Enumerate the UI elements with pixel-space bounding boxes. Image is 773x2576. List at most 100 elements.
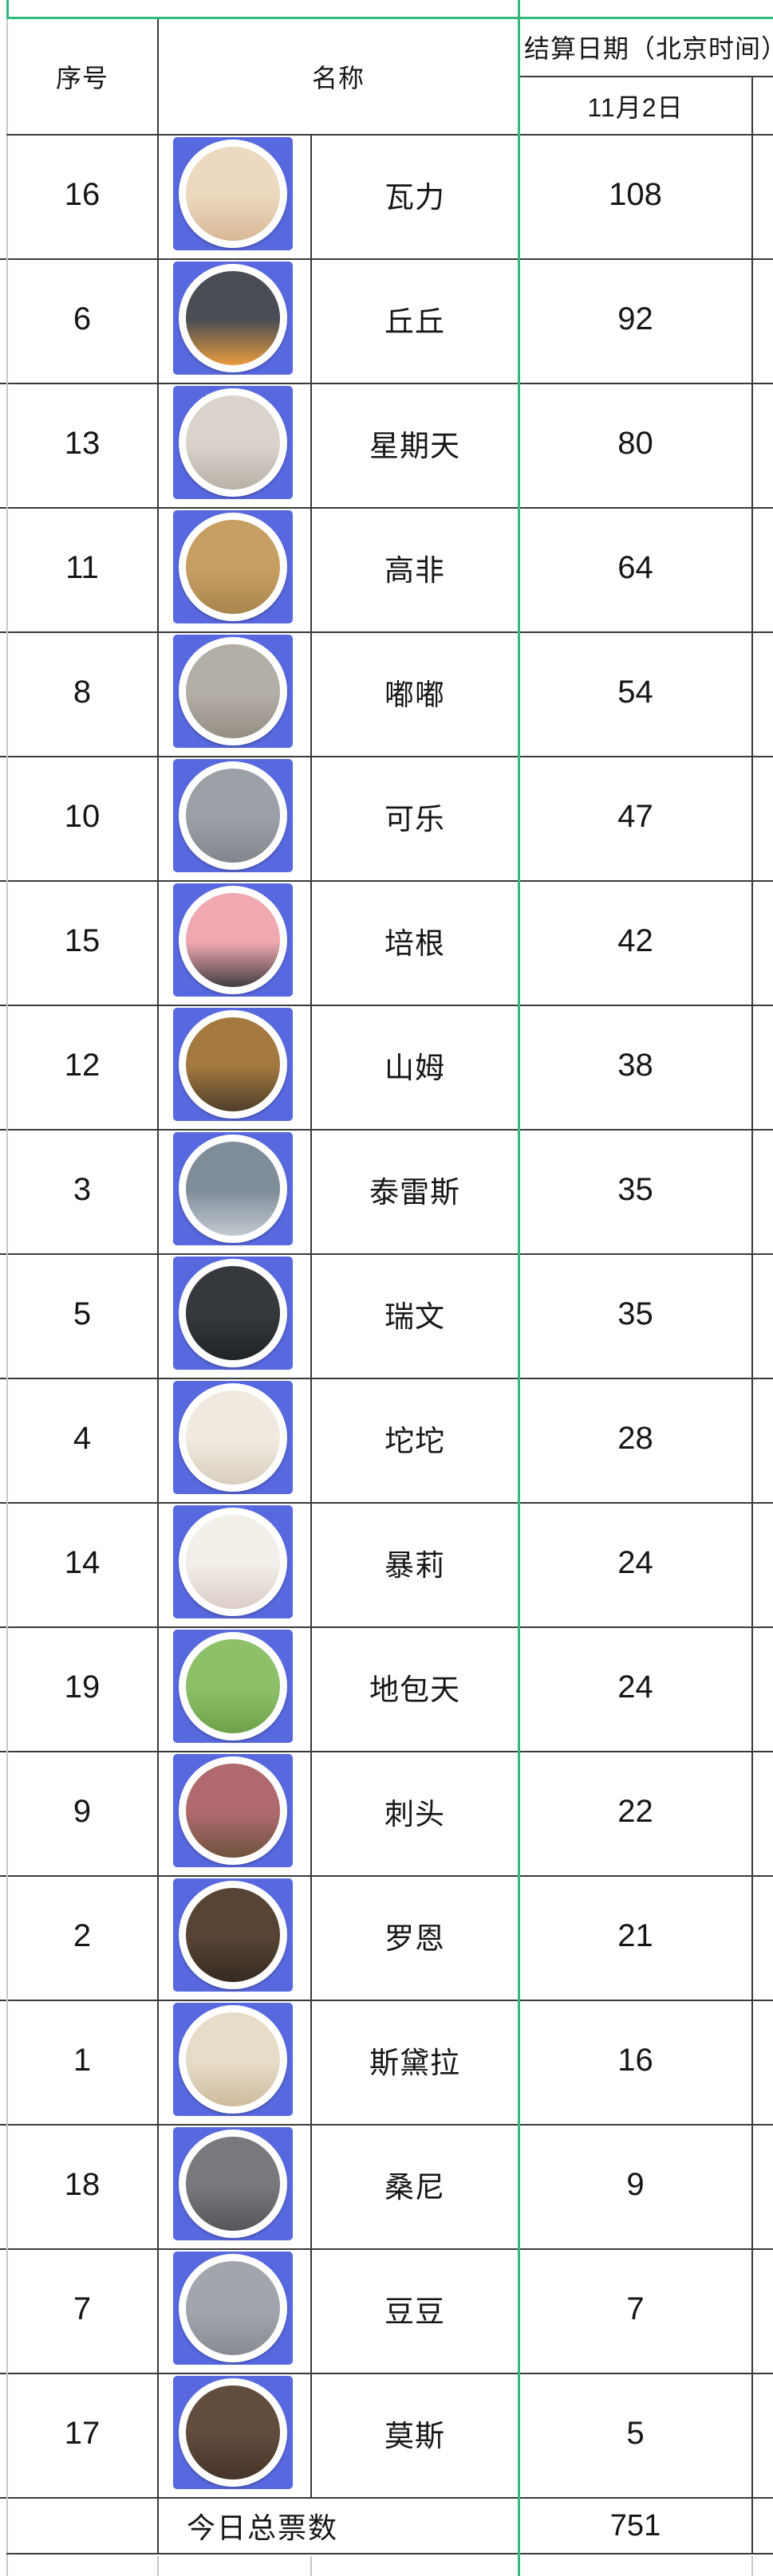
avatar-cell[interactable] [173,1505,293,1618]
rottweiler-avatar [179,1881,287,1989]
column-border-date-next [751,76,753,2554]
votes-cell[interactable]: 92 [617,301,653,336]
name-cell[interactable]: 山姆 [385,1052,445,1084]
avatar-cell[interactable] [173,137,293,250]
table-row: 3 泰雷斯 35 [0,1131,773,1255]
table-row: 17 莫斯 5 [0,2374,773,2499]
avatar-cell[interactable] [173,2376,293,2489]
serial-cell[interactable]: 3 [73,1171,92,1207]
name-cell[interactable]: 刺头 [385,1798,445,1831]
avatar-cell[interactable] [173,1630,293,1743]
table-row: 10 可乐 47 [0,757,773,882]
votes-cell[interactable]: 9 [626,2166,645,2202]
serial-cell[interactable]: 6 [73,301,92,336]
selection-border-left-of-date-column [518,0,520,2576]
avatar-cell[interactable] [173,2003,293,2116]
serial-cell[interactable]: 4 [73,1420,92,1456]
votes-cell[interactable]: 7 [626,2291,645,2326]
name-cell[interactable]: 莫斯 [385,2420,445,2452]
avatar-cell[interactable] [173,386,293,499]
serial-cell[interactable]: 16 [64,176,101,212]
name-cell[interactable]: 斯黛拉 [369,2047,460,2079]
serial-cell[interactable]: 1 [73,2042,92,2078]
votes-cell[interactable]: 108 [609,176,662,212]
name-cell[interactable]: 豆豆 [385,2295,445,2328]
votes-cell[interactable]: 24 [617,1669,653,1705]
serial-cell[interactable]: 10 [64,798,101,834]
column-border-serial-name [157,18,159,2554]
header-cell-serial[interactable]: 序号 [55,64,108,92]
serial-cell[interactable]: 9 [73,1793,92,1829]
table-left-gridline [6,18,8,2576]
avatar-cell[interactable] [173,2127,293,2240]
avatar-cell[interactable] [173,759,293,872]
name-cell[interactable]: 星期天 [369,430,460,462]
votes-cell[interactable]: 35 [617,1171,653,1207]
total-row-bottom-border [6,2553,773,2554]
serial-cell[interactable]: 15 [64,922,101,958]
avatar-cell[interactable] [173,1257,293,1370]
name-cell[interactable]: 瓦力 [385,181,445,214]
serial-cell[interactable]: 11 [65,549,99,585]
avatar-cell[interactable] [173,635,293,748]
avatar-cell[interactable] [173,883,293,997]
avatar-cell[interactable] [173,1132,293,1245]
serial-cell[interactable]: 8 [73,674,92,710]
table-row: 1 斯黛拉 16 [0,2001,773,2126]
avatar-cell[interactable] [173,2252,293,2365]
name-cell[interactable]: 丘丘 [385,305,445,338]
total-votes-cell[interactable]: 751 [609,2508,661,2543]
name-cell[interactable]: 可乐 [385,803,445,836]
votes-cell[interactable]: 28 [617,1420,653,1456]
votes-cell[interactable]: 21 [617,1917,653,1953]
votes-cell[interactable]: 38 [617,1047,653,1083]
name-cell[interactable]: 罗恩 [385,1922,445,1955]
votes-cell[interactable]: 16 [617,2042,653,2078]
serial-cell[interactable]: 12 [64,1047,101,1083]
serial-cell[interactable]: 18 [64,2166,101,2202]
votes-cell[interactable]: 35 [617,1296,653,1331]
penguin-avatar [179,264,287,372]
avatar-cell[interactable] [173,1381,293,1494]
votes-cell[interactable]: 5 [626,2415,645,2451]
name-cell[interactable]: 泰雷斯 [369,1176,460,1209]
tabby-cat-avatar [179,637,287,745]
avatar-cell[interactable] [173,1008,293,1121]
avatar-cell[interactable] [173,1878,293,1992]
name-cell[interactable]: 嘟嘟 [385,678,445,711]
name-cell[interactable]: 暴莉 [385,1549,445,1582]
header-cell-date[interactable]: 11月2日 [587,92,684,122]
serial-cell[interactable]: 13 [64,425,101,461]
serial-cell[interactable]: 14 [64,1544,101,1580]
votes-cell[interactable]: 54 [617,674,653,710]
header-cell-name[interactable]: 名称 [311,64,365,92]
unicorn-avatar [179,1508,287,1616]
avatar-cell[interactable] [173,510,293,623]
name-cell[interactable]: 瑞文 [385,1300,445,1333]
serial-cell[interactable]: 19 [64,1669,101,1705]
header-cell-settlement-date[interactable]: 结算日期（北京时间） [524,33,773,63]
serial-cell[interactable]: 17 [64,2415,101,2451]
serial-cell[interactable]: 5 [73,1296,92,1331]
votes-cell[interactable]: 22 [617,1793,653,1829]
name-cell[interactable]: 培根 [385,927,445,960]
selection-border-top [6,17,773,19]
serial-cell[interactable]: 7 [73,2291,92,2326]
cow-avatar [179,140,287,248]
votes-cell[interactable]: 42 [617,922,653,958]
votes-cell[interactable]: 64 [617,549,653,585]
avatar-cell[interactable] [173,262,293,375]
name-cell[interactable]: 坨坨 [385,1425,445,1457]
votes-cell[interactable]: 47 [617,798,653,834]
total-label-cell[interactable]: 今日总票数 [186,2511,338,2544]
name-cell[interactable]: 桑尼 [385,2171,445,2204]
koala-avatar [179,761,287,870]
avatar-cell[interactable] [173,1754,293,1867]
selection-border-left-stub [6,0,9,18]
name-cell[interactable]: 高非 [385,554,445,587]
serial-cell[interactable]: 2 [73,1917,92,1953]
name-cell[interactable]: 地包天 [369,1673,460,1706]
table-row: 7 豆豆 7 [0,2250,773,2374]
votes-cell[interactable]: 80 [617,425,653,461]
votes-cell[interactable]: 24 [617,1544,653,1580]
